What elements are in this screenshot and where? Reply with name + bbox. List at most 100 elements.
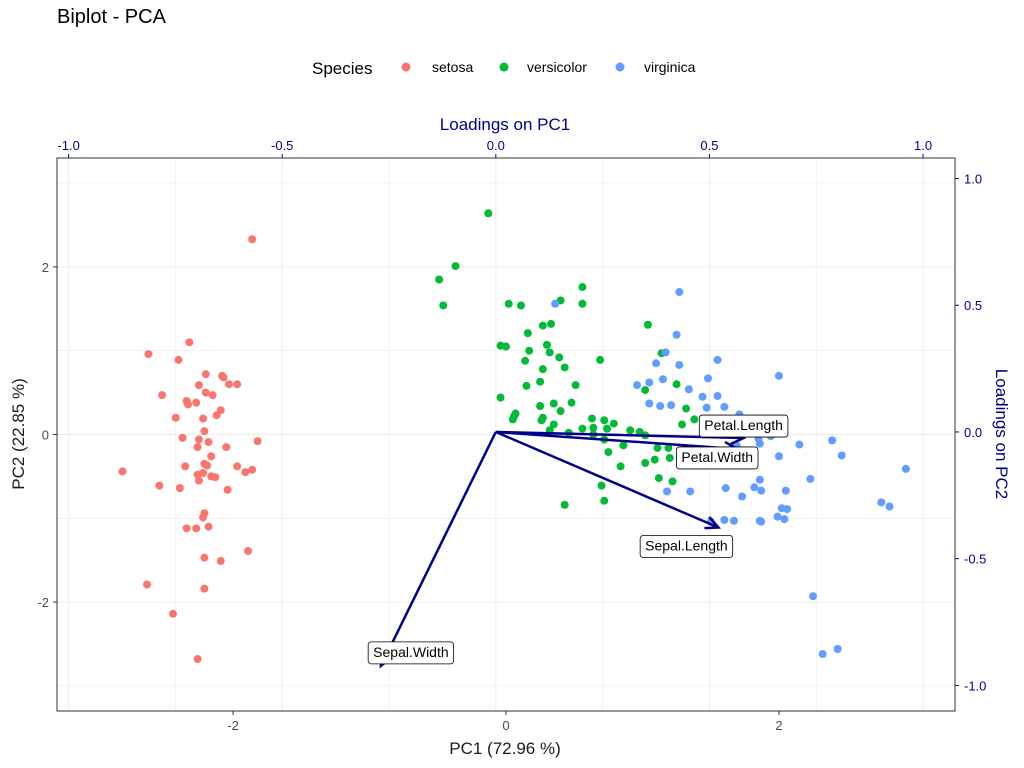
point-setosa <box>200 584 209 593</box>
point-versicolor <box>523 329 532 338</box>
loading-arrow-petal-width <box>495 430 738 451</box>
point-versicolor <box>560 500 569 509</box>
point-setosa <box>158 391 167 400</box>
loading-labels: Sepal.Length Sepal.Width Petal.Length Petal… <box>367 414 789 665</box>
point-setosa <box>207 452 216 461</box>
point-virginica <box>828 436 837 445</box>
point-setosa <box>222 443 231 452</box>
point-setosa <box>216 557 225 566</box>
top-tick-label: 0.0 <box>487 138 505 153</box>
point-virginica <box>720 515 729 524</box>
point-setosa <box>244 546 253 555</box>
point-virginica <box>750 483 759 492</box>
point-virginica <box>818 650 827 659</box>
loading-label-box <box>639 535 734 558</box>
point-virginica <box>781 486 790 495</box>
legend-label-versicolor: versicolor <box>527 59 587 75</box>
point-setosa <box>201 388 210 397</box>
point-versicolor <box>654 474 663 483</box>
point-versicolor <box>560 363 569 372</box>
point-versicolor <box>578 424 587 433</box>
point-versicolor <box>589 423 598 432</box>
point-virginica <box>755 475 764 484</box>
point-virginica <box>837 451 846 460</box>
point-versicolor <box>682 404 691 413</box>
point-virginica <box>672 330 681 339</box>
point-virginica <box>656 402 665 411</box>
point-setosa <box>194 381 203 390</box>
point-virginica <box>809 592 818 601</box>
point-virginica <box>721 484 730 493</box>
right-tick-label: -1.0 <box>964 678 986 693</box>
point-setosa <box>211 473 220 482</box>
point-versicolor <box>609 419 618 428</box>
x-axis-title: PC1 (72.96 %) <box>449 739 561 758</box>
point-versicolor <box>664 443 673 452</box>
legend-label-virginica: virginica <box>644 59 696 75</box>
point-versicolor <box>435 275 444 284</box>
point-setosa <box>208 391 217 400</box>
point-versicolor <box>641 386 650 395</box>
point-versicolor <box>643 320 652 329</box>
point-setosa <box>155 481 164 490</box>
point-setosa <box>175 484 184 493</box>
point-virginica <box>780 515 789 524</box>
point-setosa <box>174 355 183 364</box>
point-versicolor <box>555 353 564 362</box>
point-versicolor <box>600 416 609 425</box>
point-virginica <box>675 360 684 369</box>
point-setosa <box>204 522 213 531</box>
point-virginica <box>901 464 910 473</box>
y-tick-label: 2 <box>42 260 49 275</box>
point-setosa <box>185 338 194 347</box>
point-setosa <box>199 513 208 522</box>
point-virginica <box>783 505 792 514</box>
top-tick-label: -1.0 <box>57 138 79 153</box>
loading-label-petal-length: Petal.Length <box>698 414 789 438</box>
point-versicolor <box>571 381 580 390</box>
point-virginica <box>806 474 815 483</box>
loading-label-text: Sepal.Width <box>373 644 448 660</box>
point-virginica <box>757 517 766 526</box>
point-versicolor <box>616 462 625 471</box>
arrow-head <box>704 516 722 530</box>
point-setosa <box>178 433 187 442</box>
point-setosa <box>224 380 233 389</box>
point-versicolor <box>556 407 565 416</box>
point-setosa <box>194 435 203 444</box>
point-setosa <box>193 443 202 452</box>
point-versicolor <box>653 443 662 452</box>
point-setosa <box>169 609 178 618</box>
point-setosa <box>223 485 232 494</box>
point-setosa <box>181 462 190 471</box>
point-virginica <box>702 403 711 412</box>
point-virginica <box>698 392 707 401</box>
loading-arrow-sepal-length <box>495 430 719 529</box>
point-setosa <box>201 370 210 379</box>
point-setosa <box>248 235 257 244</box>
point-versicolor <box>619 441 628 450</box>
point-virginica <box>703 374 712 383</box>
point-virginica <box>720 402 729 411</box>
point-virginica <box>661 348 670 357</box>
loading-label-box <box>367 641 455 665</box>
right-tick-label: 0.0 <box>964 425 982 440</box>
point-versicolor <box>596 355 605 364</box>
point-versicolor <box>511 409 520 418</box>
point-setosa <box>233 462 242 471</box>
right-tick-label: -0.5 <box>964 552 986 567</box>
point-versicolor <box>549 420 558 429</box>
point-versicolor <box>496 393 505 402</box>
point-versicolor <box>502 342 510 351</box>
legend-marker-virginica <box>615 62 625 72</box>
point-versicolor <box>538 321 547 330</box>
point-setosa <box>233 380 242 389</box>
point-versicolor <box>578 299 587 308</box>
point-virginica <box>713 355 722 364</box>
legend: Species setosa versicolor virginica <box>312 59 696 78</box>
point-setosa <box>219 373 228 382</box>
point-setosa <box>184 400 193 409</box>
point-virginica <box>795 440 804 449</box>
point-virginica <box>757 486 766 495</box>
